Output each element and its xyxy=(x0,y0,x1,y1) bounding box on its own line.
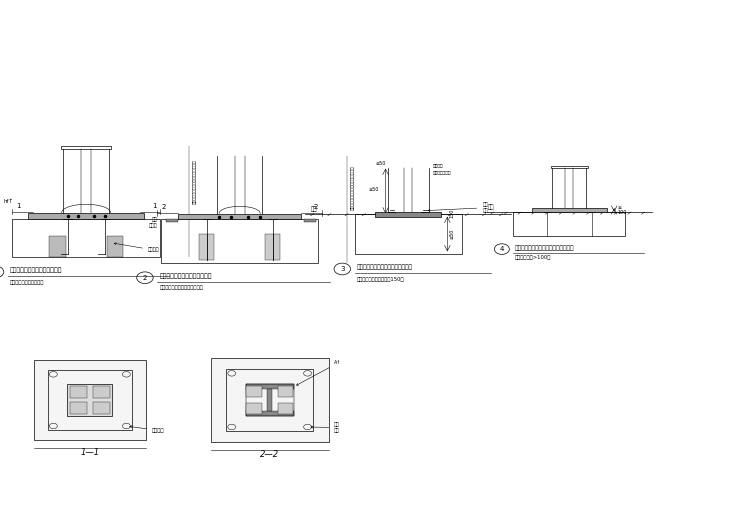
Bar xyxy=(166,219,178,223)
Bar xyxy=(199,234,214,260)
Text: 2: 2 xyxy=(143,275,147,281)
Text: 2: 2 xyxy=(161,204,166,210)
Bar xyxy=(178,214,301,219)
Text: （可适工平滑砼面方案）: （可适工平滑砼面方案） xyxy=(10,279,44,285)
Bar xyxy=(267,389,273,411)
Text: ≥50: ≥50 xyxy=(449,229,455,239)
Bar xyxy=(48,370,132,430)
Text: ≥50: ≥50 xyxy=(375,162,386,166)
Text: （出地面高度>100）: （出地面高度>100） xyxy=(515,255,551,260)
Bar xyxy=(70,386,87,398)
Text: 地脚
螺栓: 地脚 螺栓 xyxy=(311,422,340,433)
Bar xyxy=(246,411,294,416)
Text: 3: 3 xyxy=(340,266,345,272)
Text: 电化热镀锌处理: 电化热镀锌处理 xyxy=(433,171,452,175)
Text: 用防锈漆: 用防锈漆 xyxy=(433,164,443,168)
Bar xyxy=(375,212,441,216)
Text: 基础面距地面不小于柱脚底板设计标高: 基础面距地面不小于柱脚底板设计标高 xyxy=(193,159,197,204)
Bar xyxy=(226,369,313,431)
Text: 2—2: 2—2 xyxy=(260,450,279,459)
Bar xyxy=(28,213,144,219)
Bar xyxy=(93,402,109,414)
Text: 2: 2 xyxy=(314,204,318,210)
Bar xyxy=(34,360,146,440)
Bar xyxy=(246,384,294,416)
Text: 外露式柱脚锚螺栓构设置（二）: 外露式柱脚锚螺栓构设置（二） xyxy=(160,273,212,279)
Bar xyxy=(162,219,318,263)
Text: 外露式柱脚在地面以下时的防护措施: 外露式柱脚在地面以下时的防护措施 xyxy=(357,264,413,270)
Text: 地脚螺栓: 地脚螺栓 xyxy=(114,243,160,252)
Text: 1: 1 xyxy=(16,203,20,209)
Text: 调整垫: 调整垫 xyxy=(148,223,157,228)
Text: 4: 4 xyxy=(500,246,504,252)
Bar xyxy=(210,358,329,442)
Text: 基础面距地面不小于柱脚底板设计标高: 基础面距地面不小于柱脚底板设计标高 xyxy=(351,165,355,210)
Text: ≥
100: ≥ 100 xyxy=(618,205,628,215)
Bar xyxy=(513,212,625,236)
Text: 地面: 地面 xyxy=(311,206,318,211)
Text: （可用工平整、垫铁调整试着）: （可用工平整、垫铁调整试着） xyxy=(160,285,203,290)
Bar xyxy=(106,236,123,258)
Bar xyxy=(551,166,588,169)
Bar xyxy=(265,234,280,260)
Text: 1: 1 xyxy=(152,203,157,209)
Text: （柱底面距地上表面值为150）: （柱底面距地上表面值为150） xyxy=(357,277,404,281)
Text: ≥50: ≥50 xyxy=(369,187,380,192)
Bar xyxy=(12,219,160,258)
Text: 外露式柱脚在地面以上时出的防护措施: 外露式柱脚在地面以上时出的防护措施 xyxy=(515,245,574,251)
Text: 150: 150 xyxy=(449,209,455,218)
Bar xyxy=(246,386,262,398)
Bar xyxy=(532,208,607,212)
Bar xyxy=(303,219,316,223)
Bar xyxy=(246,384,294,389)
Text: 外露式柱脚锚螺栓构设置（一）: 外露式柱脚锚螺栓构设置（一） xyxy=(10,268,62,273)
Bar xyxy=(49,236,66,258)
Bar xyxy=(355,214,461,254)
Text: 地脚
螺栓: 地脚 螺栓 xyxy=(428,202,488,213)
Text: 地脚螺栓: 地脚螺栓 xyxy=(130,426,164,433)
Bar xyxy=(277,403,294,414)
Text: hf↑: hf↑ xyxy=(4,199,14,204)
Bar xyxy=(93,386,109,398)
Bar xyxy=(67,384,112,416)
Text: 地面: 地面 xyxy=(488,205,494,210)
Bar xyxy=(277,386,294,398)
Text: 1—1: 1—1 xyxy=(80,448,100,457)
Bar xyxy=(61,146,111,149)
Text: A↑: A↑ xyxy=(297,360,342,385)
Bar xyxy=(70,402,87,414)
Text: 垫铁: 垫铁 xyxy=(151,217,157,222)
Bar xyxy=(246,403,262,414)
